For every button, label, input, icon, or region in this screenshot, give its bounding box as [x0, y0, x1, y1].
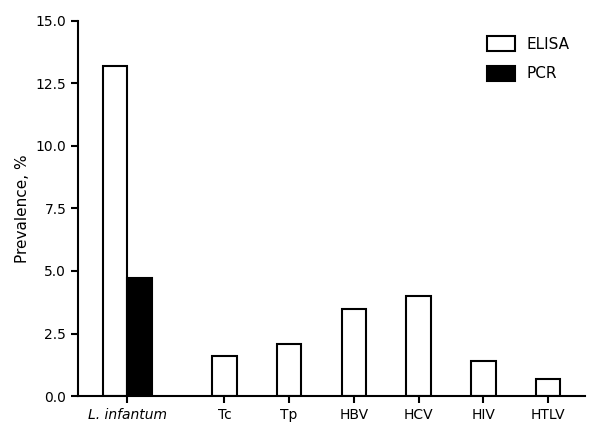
Bar — [212, 356, 237, 396]
Bar — [103, 66, 127, 396]
Bar — [536, 379, 560, 396]
Bar — [341, 309, 366, 396]
Bar — [406, 296, 431, 396]
Legend: ELISA, PCR: ELISA, PCR — [479, 28, 577, 89]
Bar — [127, 278, 152, 396]
Y-axis label: Prevalence, %: Prevalence, % — [15, 154, 30, 263]
Bar — [471, 361, 496, 396]
Bar — [277, 343, 301, 396]
